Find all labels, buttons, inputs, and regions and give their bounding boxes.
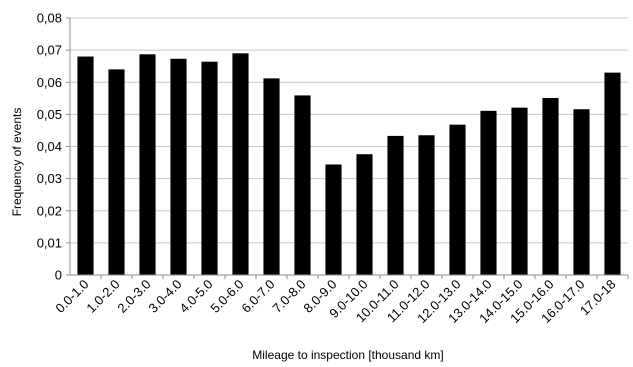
x-tick-label: 1.0-2.0 (83, 277, 122, 316)
bar (108, 69, 125, 276)
x-tick-label: 3.0-4.0 (145, 277, 184, 316)
bar (449, 124, 466, 275)
bar (263, 78, 280, 276)
gridlines (70, 17, 628, 244)
bar (604, 72, 621, 275)
y-tick-label: 0,05 (37, 107, 62, 122)
bar (201, 61, 218, 275)
bar (573, 109, 590, 275)
bar (542, 97, 559, 276)
y-tick-label: 0,08 (37, 11, 62, 26)
bar (139, 54, 156, 275)
bar (294, 95, 311, 275)
x-tick-label: 7.0-8.0 (269, 277, 308, 316)
bar (77, 56, 94, 275)
bar (480, 110, 497, 275)
y-tick-label: 0,03 (37, 171, 62, 186)
axes (66, 17, 629, 279)
bar (511, 107, 528, 275)
bar (356, 154, 373, 275)
bar (418, 135, 435, 275)
y-axis-title: Frequency of events (10, 108, 24, 217)
x-axis-title: Mileage to inspection [thousand km] (252, 348, 443, 362)
x-tick-label: 2.0-3.0 (114, 277, 153, 316)
y-tick-labels: 0 0,01 0,02 0,03 0,04 0,05 0,06 0,07 0,08 (37, 11, 62, 283)
bar (232, 53, 249, 276)
y-tick-label: 0,04 (37, 139, 62, 154)
x-tick-label: 5.0-6.0 (207, 277, 246, 316)
bar (325, 164, 342, 275)
y-tick-label: 0,07 (37, 43, 62, 58)
x-tick-label: 6.0-7.0 (238, 277, 277, 316)
bars (77, 53, 621, 276)
y-tick-label: 0,01 (37, 235, 62, 250)
y-tick-label: 0,02 (37, 203, 62, 218)
bar (387, 135, 404, 275)
x-tick-labels: 0.0-1.01.0-2.02.0-3.03.0-4.04.0-5.05.0-6… (52, 277, 618, 326)
y-tick-label: 0,06 (37, 75, 62, 90)
bar (170, 58, 187, 275)
y-tick-label: 0 (55, 268, 62, 283)
x-tick-label: 4.0-5.0 (176, 277, 215, 316)
